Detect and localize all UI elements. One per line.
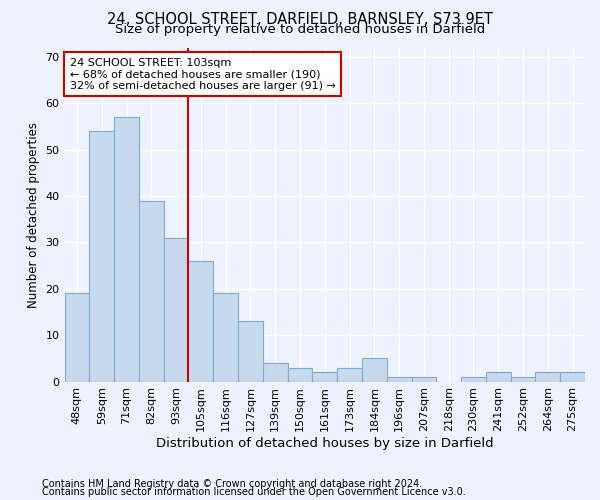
Bar [387,377,412,382]
Bar [164,238,188,382]
Bar [238,322,263,382]
Bar [461,377,486,382]
Text: 24, SCHOOL STREET, DARFIELD, BARNSLEY, S73 9ET: 24, SCHOOL STREET, DARFIELD, BARNSLEY, S… [107,12,493,28]
Bar [188,261,213,382]
Text: Contains public sector information licensed under the Open Government Licence v3: Contains public sector information licen… [42,487,466,497]
Bar [89,131,114,382]
Text: Size of property relative to detached houses in Darfield: Size of property relative to detached ho… [115,24,485,36]
Bar [114,117,139,382]
Bar [362,358,387,382]
X-axis label: Distribution of detached houses by size in Darfield: Distribution of detached houses by size … [156,437,494,450]
Bar [535,372,560,382]
Bar [263,363,287,382]
Bar [412,377,436,382]
Bar [560,372,585,382]
Bar [313,372,337,382]
Text: 24 SCHOOL STREET: 103sqm
← 68% of detached houses are smaller (190)
32% of semi-: 24 SCHOOL STREET: 103sqm ← 68% of detach… [70,58,335,90]
Bar [139,200,164,382]
Bar [486,372,511,382]
Bar [337,368,362,382]
Text: Contains HM Land Registry data © Crown copyright and database right 2024.: Contains HM Land Registry data © Crown c… [42,479,422,489]
Bar [511,377,535,382]
Bar [65,294,89,382]
Bar [213,294,238,382]
Bar [287,368,313,382]
Y-axis label: Number of detached properties: Number of detached properties [27,122,40,308]
